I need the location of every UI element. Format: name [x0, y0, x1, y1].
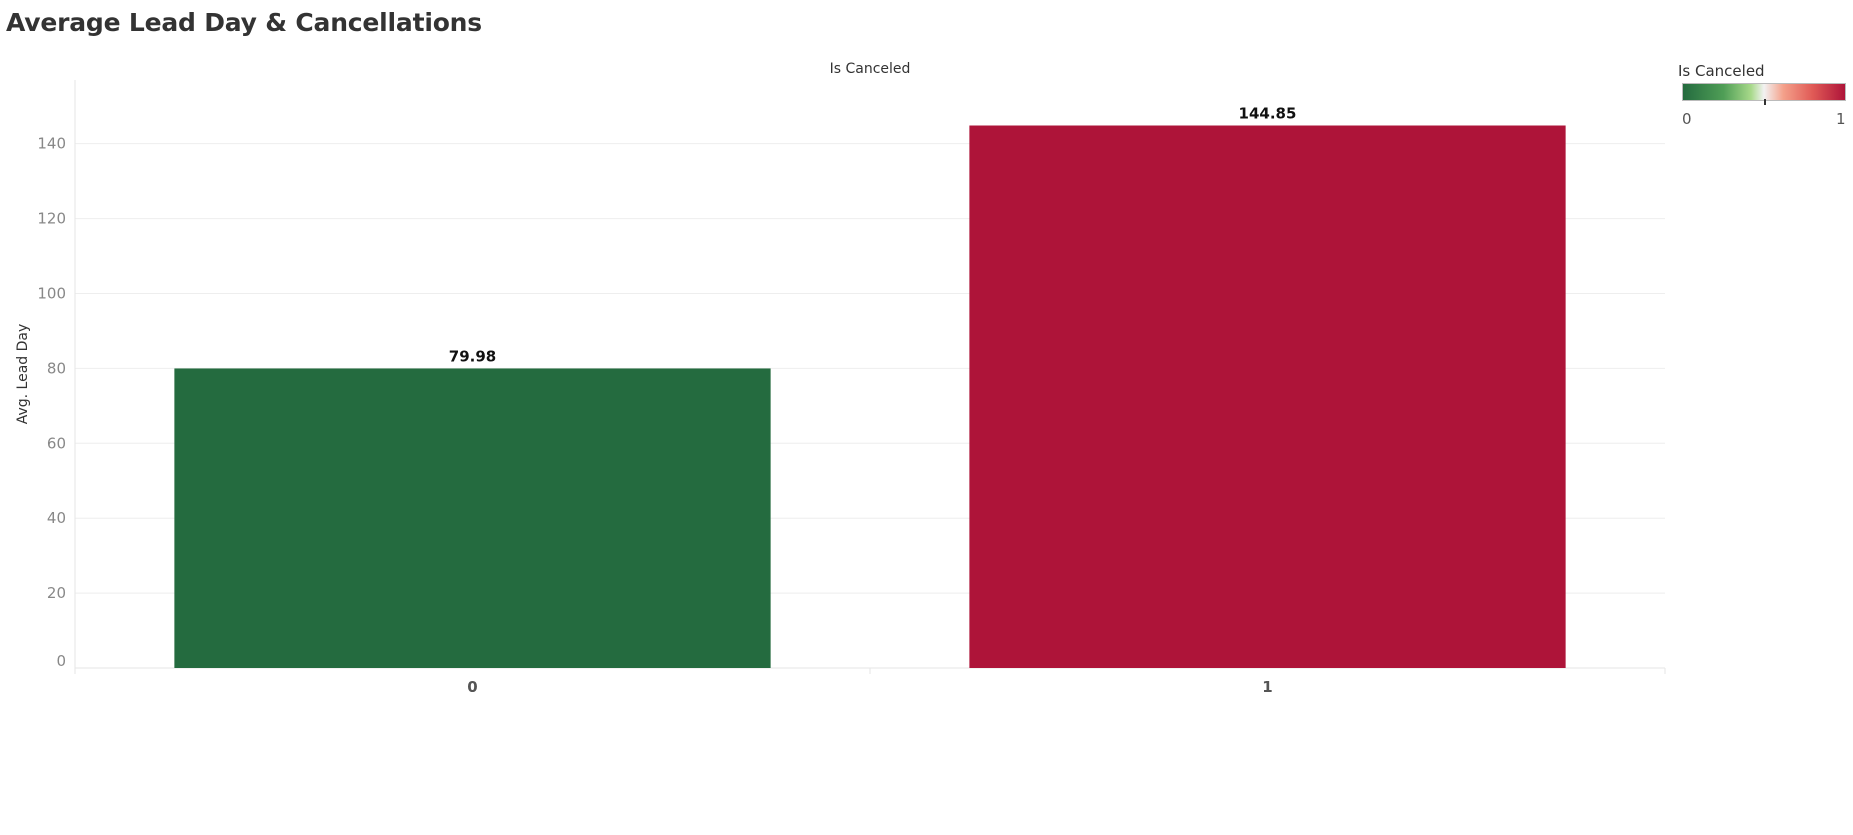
y-tick-label-80: 80: [47, 359, 66, 377]
bar-1: [969, 125, 1566, 668]
data-label-0: 79.98: [449, 347, 496, 365]
x-tick-label-0: 0: [467, 678, 477, 696]
bar-0: [174, 368, 771, 668]
y-tick-label-20: 20: [47, 584, 66, 602]
y-tick-label-0: 0: [56, 652, 66, 670]
legend-min-label: 0: [1682, 110, 1692, 128]
data-label-1: 144.85: [1239, 105, 1297, 123]
y-tick-label-140: 140: [37, 135, 66, 153]
y-tick-label-100: 100: [37, 284, 66, 302]
y-tick-label-60: 60: [47, 434, 66, 452]
y-tick-label-40: 40: [47, 509, 66, 527]
legend-max-label: 1: [1836, 110, 1846, 128]
x-tick-label-1: 1: [1262, 678, 1272, 696]
y-tick-label-120: 120: [37, 210, 66, 228]
y-axis-label: Avg. Lead Day: [15, 324, 31, 425]
column-header: Is Canceled: [830, 61, 911, 77]
legend-title: Is Canceled: [1678, 62, 1765, 80]
page-title: Average Lead Day & Cancellations: [6, 8, 482, 37]
legend-midpoint-tick: [1764, 99, 1766, 105]
